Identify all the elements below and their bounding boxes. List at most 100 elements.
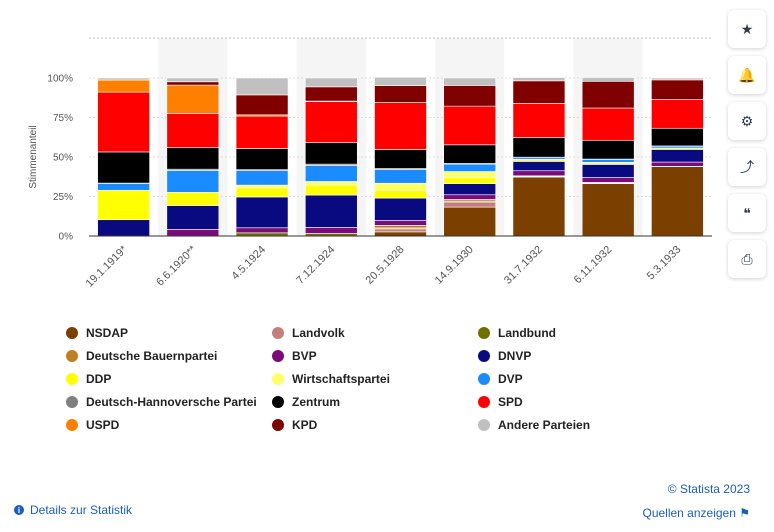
legend-item[interactable]: Wirtschaftspartei — [272, 372, 390, 386]
bar-segment — [443, 183, 497, 196]
bell-button[interactable]: 🔔 — [728, 56, 766, 94]
bar-segment — [304, 77, 358, 88]
bar-segment — [374, 197, 427, 221]
bar-segment — [97, 77, 150, 81]
x-tick-label: 5.3.1933 — [645, 244, 684, 283]
legend-item[interactable]: KPD — [272, 418, 317, 432]
legend-swatch — [66, 419, 78, 431]
details-link[interactable]: i Details zur Statistik — [14, 503, 132, 517]
bar-segment — [374, 102, 427, 150]
favorite-button[interactable]: ★ — [728, 10, 766, 48]
legend-label: Landvolk — [292, 326, 345, 340]
legend-swatch — [478, 396, 490, 408]
legend-item[interactable]: Landbund — [478, 326, 556, 340]
bar-segment — [581, 77, 635, 82]
legend-swatch — [272, 327, 284, 339]
bar-segment — [97, 79, 150, 93]
side-toolbar: ★ 🔔 ⚙ ⤴ ❝ ⎙ — [728, 10, 768, 286]
legend-item[interactable]: BVP — [272, 349, 317, 363]
y-tick-label: 100% — [47, 74, 73, 85]
legend-item[interactable]: Deutsche Bauernpartei — [66, 349, 217, 363]
bar-segment — [443, 85, 497, 107]
bar-segment — [374, 182, 427, 191]
bar-segment — [166, 205, 220, 230]
share-button[interactable]: ⤴ — [728, 148, 766, 186]
legend-swatch — [66, 327, 78, 339]
legend-item[interactable]: NSDAP — [66, 326, 128, 340]
bar-segment — [374, 85, 427, 103]
legend-swatch — [272, 419, 284, 431]
details-link-label: Details zur Statistik — [30, 503, 133, 517]
bar-segment — [443, 177, 497, 185]
print-icon: ⎙ — [741, 250, 753, 267]
legend-label: NSDAP — [86, 326, 129, 340]
legend-label: Landbund — [498, 326, 556, 340]
bar-segment — [235, 148, 289, 170]
legend-item[interactable]: DVP — [478, 372, 523, 386]
bar-segment — [304, 181, 358, 186]
legend-item[interactable]: SPD — [478, 395, 523, 409]
bar-segment — [304, 194, 358, 228]
legend-label: BVP — [292, 349, 317, 363]
bar-segment — [443, 206, 497, 237]
legend-label: DDP — [86, 372, 112, 386]
x-tick-label: 7.12.1924 — [294, 244, 337, 287]
bar-segment — [443, 77, 497, 86]
bar-segment — [651, 99, 704, 129]
legend-swatch — [272, 373, 284, 385]
bar-segment — [235, 77, 289, 96]
bar-segment — [581, 107, 635, 141]
legend-swatch — [478, 350, 490, 362]
bell-icon: 🔔 — [738, 66, 756, 83]
bar-segment — [374, 225, 427, 229]
sources-link[interactable]: Quellen anzeigen ⚑ — [642, 506, 750, 520]
sources-link-label: Quellen anzeigen — [642, 506, 736, 520]
bar-segment — [651, 149, 704, 163]
bar-segment — [374, 228, 427, 233]
legend-item[interactable]: DNVP — [478, 349, 531, 363]
bar-segment — [235, 94, 289, 116]
bar-segment — [304, 86, 358, 102]
copyright: © Statista 2023 — [667, 482, 750, 496]
legend-label: DVP — [498, 372, 523, 386]
bar-segment — [235, 115, 289, 149]
bar-segment — [97, 219, 150, 237]
legend-item[interactable]: Landvolk — [272, 326, 345, 340]
legend-swatch — [66, 396, 78, 408]
bar-segment — [512, 103, 566, 138]
bar-segment — [166, 147, 220, 170]
bar-segment — [581, 177, 635, 183]
print-button[interactable]: ⎙ — [728, 240, 766, 278]
legend-label: Andere Parteien — [498, 418, 591, 432]
bar-segment — [651, 77, 704, 81]
bar-segment — [651, 166, 704, 237]
bar-segment — [166, 229, 220, 237]
bar-segment — [166, 81, 220, 86]
legend-item[interactable]: Deutsch-Hannoversche Partei — [66, 395, 257, 409]
flag-icon: ⚑ — [739, 506, 750, 520]
gear-button[interactable]: ⚙ — [728, 102, 766, 140]
legend-swatch — [478, 419, 490, 431]
legend-item[interactable]: Zentrum — [272, 395, 340, 409]
bar-segment — [512, 176, 566, 237]
bar-segment — [581, 81, 635, 109]
legend-label: Deutsch-Hannoversche Partei — [86, 395, 257, 409]
share-icon: ⤴ — [740, 159, 754, 175]
bar-segment — [166, 84, 220, 114]
bar-segment — [374, 169, 427, 184]
legend-label: USPD — [86, 418, 120, 432]
bar-segment — [374, 76, 427, 86]
bar-segment — [651, 127, 704, 147]
legend-label: KPD — [292, 418, 318, 432]
legend-swatch — [66, 373, 78, 385]
legend-swatch — [272, 350, 284, 362]
chart: 0% 25% 50% 75% 100% Stimmenanteil 19.1.1919* 6.… — [28, 37, 712, 290]
legend-item[interactable]: Andere Parteien — [478, 418, 590, 432]
legend-label: Wirtschaftspartei — [292, 372, 390, 386]
bar-segment — [235, 187, 289, 198]
legend-item[interactable]: DDP — [66, 372, 111, 386]
quote-button[interactable]: ❝ — [728, 194, 766, 232]
legend-item[interactable]: USPD — [66, 418, 119, 432]
x-tick-label: 6.6.1920** — [154, 243, 199, 288]
bar-segment — [651, 161, 704, 167]
